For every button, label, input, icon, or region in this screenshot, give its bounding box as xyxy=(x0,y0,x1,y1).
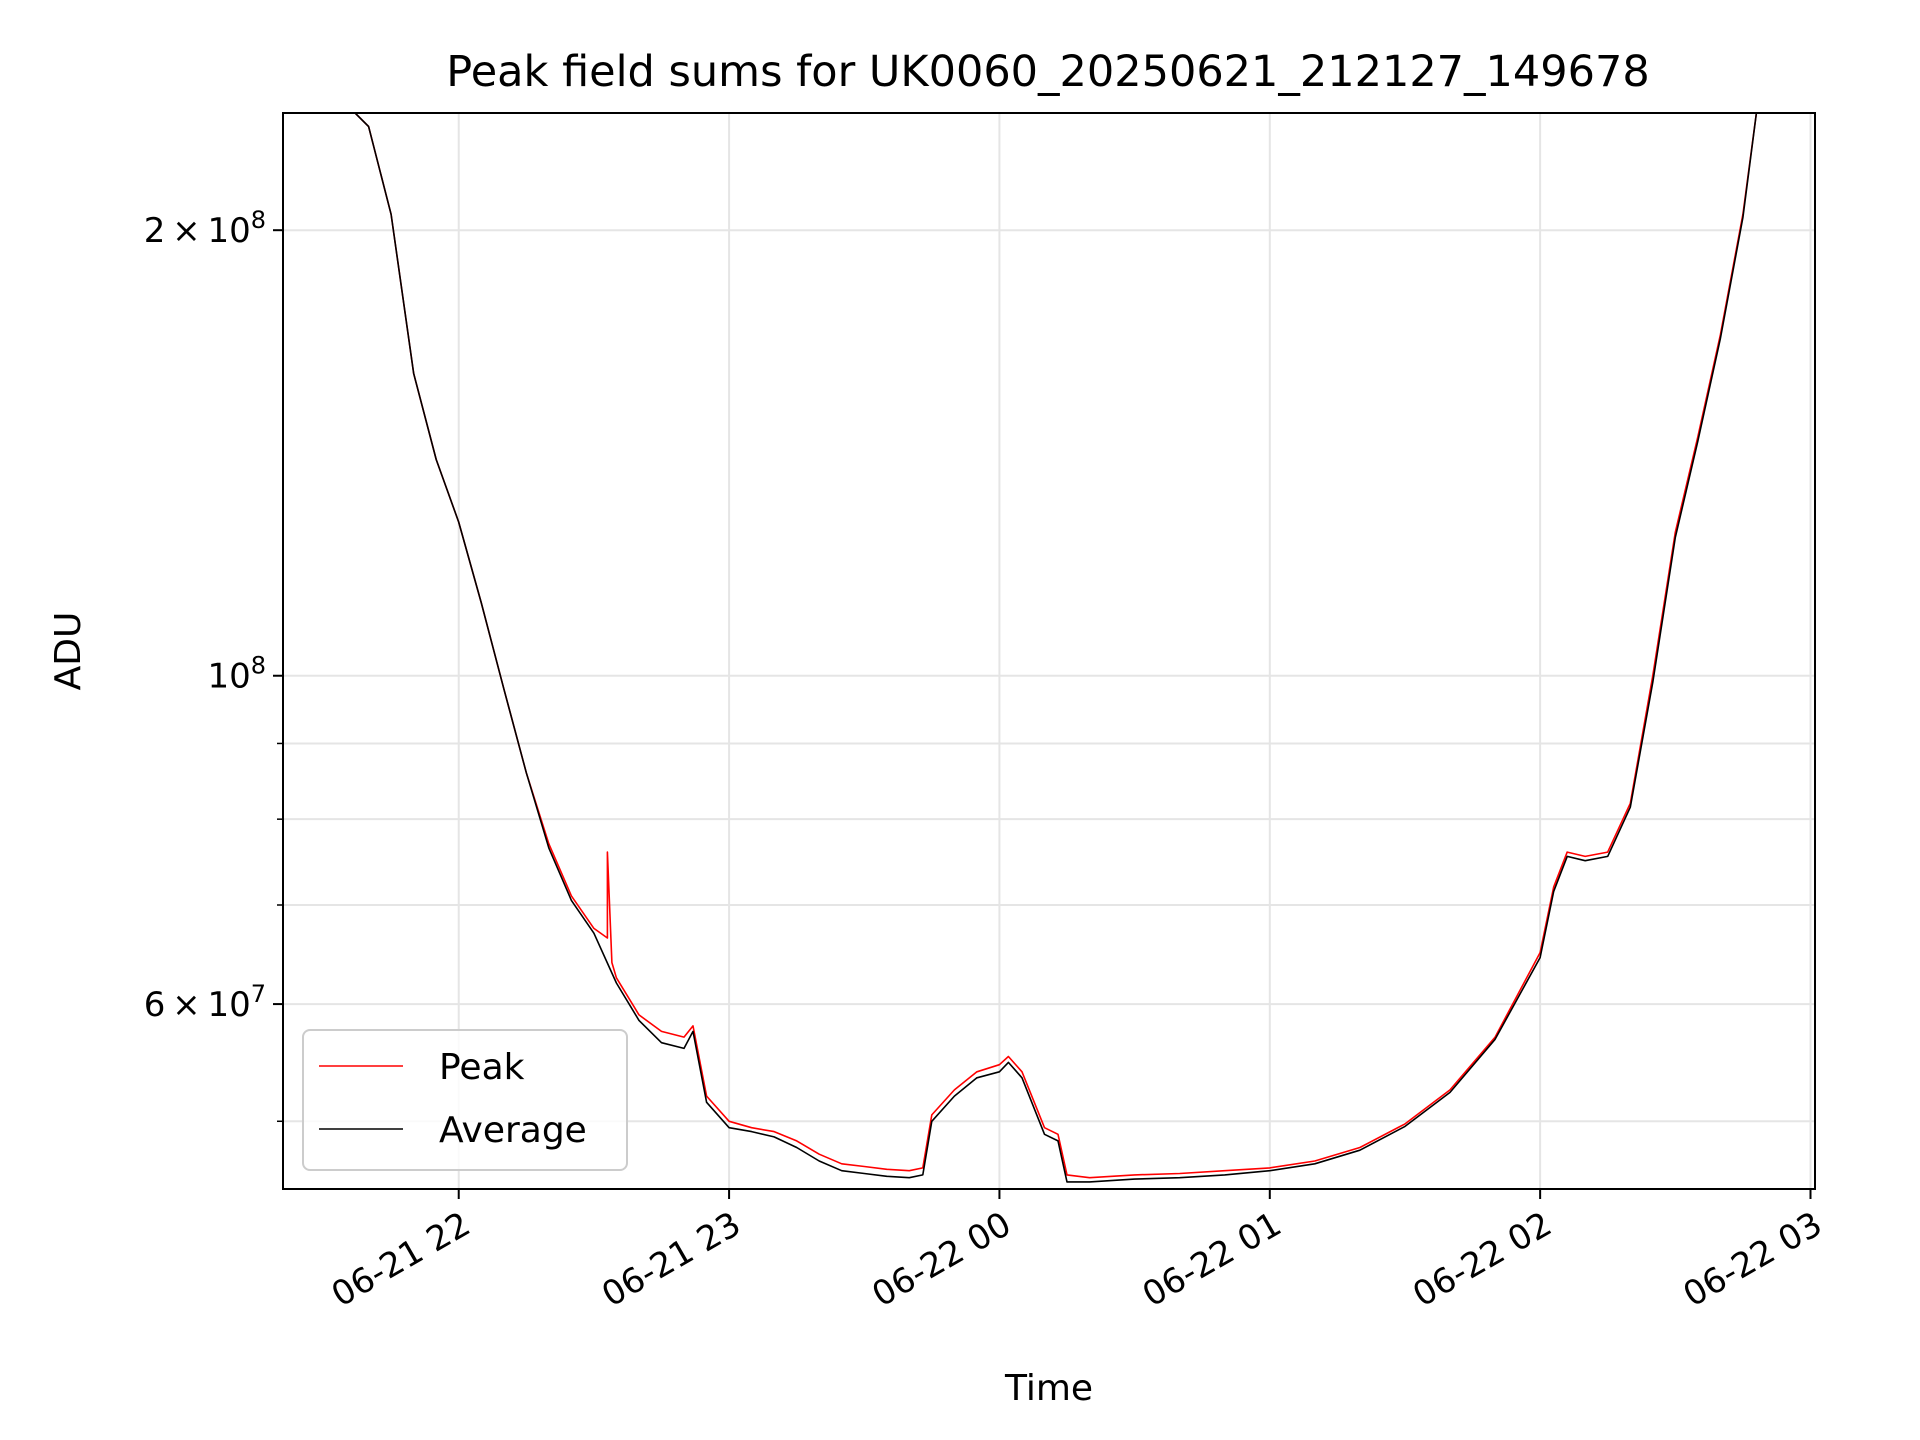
y-tick-label: 2 × 108 xyxy=(144,206,266,251)
legend-box xyxy=(302,1029,628,1171)
x-axis-label: Time xyxy=(1004,1368,1093,1409)
y-tick-label: 6 × 107 xyxy=(144,980,266,1025)
series-line-peak xyxy=(354,113,1758,1179)
legend-label-peak: Peak xyxy=(439,1047,525,1088)
legend: Peak Average xyxy=(302,1029,628,1171)
legend-label-average: Average xyxy=(439,1110,587,1151)
grid xyxy=(283,113,1815,1189)
chart-title: Peak field sums for UK0060_20250621_2121… xyxy=(446,47,1649,97)
series-line-average xyxy=(354,113,1758,1183)
y-axis-ticks: 108 2 × 108 6 × 107 xyxy=(144,206,283,1123)
series-layer xyxy=(354,113,1758,1183)
y-axis-label: ADU xyxy=(48,612,89,691)
y-tick-label: 108 xyxy=(207,652,266,697)
axes-frame xyxy=(282,112,1816,1190)
